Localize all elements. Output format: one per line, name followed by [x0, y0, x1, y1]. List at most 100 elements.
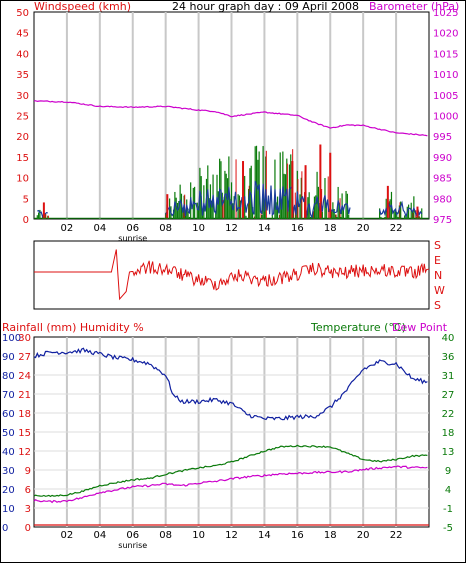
barometer-ytick-label: 990 — [433, 153, 452, 164]
rainfall-humidity-title: Rainfall (mm) Humidity % — [2, 321, 144, 334]
barometer-ytick-label: 1025 — [433, 8, 458, 19]
rain-ytick-label: 0 — [25, 523, 31, 534]
temperature-ytick-label: 22 — [442, 409, 455, 420]
temperature-ytick-label: 31 — [442, 371, 455, 382]
barometer-ytick-label: 980 — [433, 194, 452, 205]
rain-ytick-label: 27 — [18, 352, 31, 363]
wind-xtick-label: 08 — [159, 223, 172, 234]
temperature-ytick-label: 4 — [445, 485, 451, 496]
humidity-ytick-label: 80 — [2, 371, 15, 382]
wind-xtick-label: 22 — [390, 223, 403, 234]
weather-xtick-label: 12 — [225, 530, 238, 541]
temperature-axis-title: Temperature (°C) — [310, 321, 406, 334]
humidity-line — [33, 347, 428, 421]
wind-xtick-label: 18 — [324, 223, 337, 234]
weather-xtick-label: 14 — [258, 530, 271, 541]
temperature-ytick-label: 27 — [442, 390, 455, 401]
barometer-line — [33, 100, 428, 137]
weather-sunrise-label: sunrise — [118, 541, 147, 550]
rain-ytick-label: 30 — [18, 333, 31, 344]
wind-ytick-label: 45 — [16, 29, 29, 40]
wind-ytick-label: 50 — [16, 8, 29, 19]
temperature-ytick-label: 13 — [442, 447, 455, 458]
wind-average-line — [165, 180, 351, 220]
humidity-ytick-label: 100 — [2, 333, 21, 344]
rain-ytick-label: 9 — [25, 466, 31, 477]
wind-xtick-label: 04 — [93, 223, 106, 234]
wind-ytick-label: 20 — [16, 132, 29, 143]
wind-average-line — [37, 209, 48, 219]
rain-ytick-label: 18 — [18, 409, 31, 420]
humidity-ytick-label: 30 — [2, 466, 15, 477]
temperature-ytick-label: -5 — [443, 523, 453, 534]
wind-xtick-label: 20 — [357, 223, 370, 234]
graph-title: 24 hour graph day : 09 April 2008 — [172, 0, 359, 13]
wind-xtick-label: 06 — [126, 223, 139, 234]
barometer-ytick-label: 1020 — [433, 29, 458, 40]
weather-xtick-label: 22 — [390, 530, 403, 541]
barometer-ytick-label: 975 — [433, 215, 452, 226]
wind-xtick-label: 14 — [258, 223, 271, 234]
wind-ytick-label: 5 — [23, 194, 29, 205]
barometer-ytick-label: 1000 — [433, 112, 458, 123]
wind-xtick-label: 10 — [192, 223, 205, 234]
dewpoint-line — [33, 465, 428, 504]
barometer-ytick-label: 985 — [433, 174, 452, 185]
rain-ytick-label: 24 — [18, 371, 31, 382]
weather-xtick-label: 06 — [126, 530, 139, 541]
humidity-ytick-label: 0 — [2, 523, 8, 534]
rain-ytick-label: 15 — [18, 428, 31, 439]
temperature-ytick-label: -1 — [443, 504, 453, 515]
direction-ytick-label: S — [434, 299, 441, 312]
direction-ytick-label: N — [434, 269, 442, 282]
weather-xtick-label: 02 — [61, 530, 74, 541]
wind-axis-title: Windspeed (kmh) — [34, 0, 131, 13]
wind-ytick-label: 35 — [16, 70, 29, 81]
rain-ytick-label: 6 — [25, 485, 31, 496]
humidity-ytick-label: 10 — [2, 504, 15, 515]
barometer-ytick-label: 995 — [433, 132, 452, 143]
barometer-ytick-label: 1010 — [433, 70, 458, 81]
wind-barometer-panel: 0510152025303540455097598098599099510001… — [16, 8, 458, 243]
wind-ytick-label: 40 — [16, 49, 29, 60]
wind-xtick-label: 12 — [225, 223, 238, 234]
barometer-ytick-label: 1005 — [433, 91, 458, 102]
humidity-ytick-label: 40 — [2, 447, 15, 458]
wind-average-line — [379, 200, 423, 219]
direction-plot-frame — [33, 240, 430, 310]
weather-xtick-label: 08 — [159, 530, 172, 541]
wind-ytick-label: 25 — [16, 112, 29, 123]
direction-ytick-label: S — [434, 239, 441, 252]
temperature-ytick-label: 18 — [442, 428, 455, 439]
dewpoint-axis-title: Dew Point — [392, 321, 448, 334]
weather-xtick-label: 04 — [93, 530, 106, 541]
humidity-ytick-label: 90 — [2, 352, 15, 363]
wind-xtick-label: 16 — [291, 223, 304, 234]
wind-ytick-label: 15 — [16, 153, 29, 164]
barometer-ytick-label: 1015 — [433, 49, 458, 60]
temperature-line — [33, 444, 428, 498]
wind-ytick-label: 30 — [16, 91, 29, 102]
humidity-ytick-label: 70 — [2, 390, 15, 401]
temperature-ytick-label: 40 — [442, 333, 455, 344]
direction-ytick-label: W — [434, 284, 445, 297]
weather-xtick-label: 20 — [357, 530, 370, 541]
rain-ytick-label: 3 — [25, 504, 31, 515]
weather-xtick-label: 16 — [291, 530, 304, 541]
wind-direction-line — [34, 249, 430, 301]
humidity-ytick-label: 50 — [2, 428, 15, 439]
temperature-ytick-label: 9 — [445, 466, 451, 477]
humidity-ytick-label: 60 — [2, 409, 15, 420]
rain-ytick-label: 21 — [18, 390, 31, 401]
weather-xtick-label: 18 — [324, 530, 337, 541]
rain-ytick-label: 12 — [18, 447, 31, 458]
wind-ytick-label: 10 — [16, 174, 29, 185]
weather-xtick-label: 10 — [192, 530, 205, 541]
temperature-ytick-label: 36 — [442, 352, 455, 363]
humidity-ytick-label: 20 — [2, 485, 15, 496]
wind-ytick-label: 0 — [23, 215, 29, 226]
